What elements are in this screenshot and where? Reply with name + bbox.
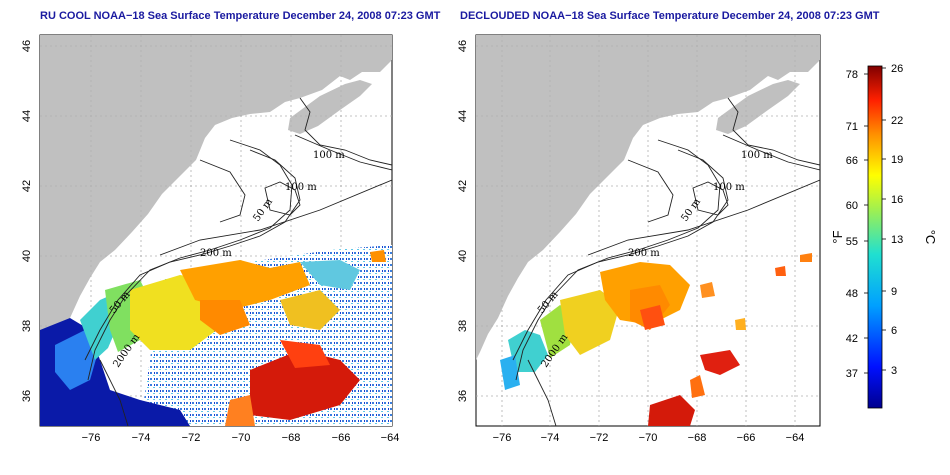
left-lat-tick: 44 <box>21 110 33 122</box>
right-contour-label-200m: 200 m <box>628 248 660 259</box>
right-map-title: DECLOUDED NOAA−18 Sea Surface Temperatur… <box>460 10 880 22</box>
right-lat-tick: 44 <box>457 110 469 122</box>
right-map: 100 m 100 m 50 m 200 m 50 m 2000 m −76 −… <box>457 34 821 444</box>
left-lat-tick: 40 <box>21 250 33 262</box>
right-lat-tick: 36 <box>457 390 469 402</box>
colorbar-c-tick: 22 <box>891 115 903 127</box>
left-contour-label-100m-b: 100 m <box>285 182 317 193</box>
right-lon-tick: −76 <box>493 432 512 444</box>
colorbar-f-tick: 42 <box>846 333 858 345</box>
right-lat-tick: 40 <box>457 250 469 262</box>
colorbar-c-tick: 26 <box>891 63 903 75</box>
left-nova-scotia <box>288 80 372 134</box>
left-lon-tick: −72 <box>182 432 201 444</box>
right-lon-tick: −70 <box>639 432 658 444</box>
colorbar: 78 71 66 60 55 48 42 37 26 22 19 16 13 9… <box>830 63 938 409</box>
colorbar-ticks <box>864 67 886 374</box>
colorbar-f-tick: 71 <box>846 121 858 133</box>
right-lat-tick: 38 <box>457 320 469 332</box>
colorbar-c-tick: 6 <box>891 325 897 337</box>
colorbar-c-tick: 13 <box>891 234 903 246</box>
left-lon-axis: −76 −74 −72 −70 −68 −66 −64 <box>82 432 400 444</box>
colorbar-c-tick: 16 <box>891 194 903 206</box>
right-lon-axis: −76 −74 −72 −70 −68 −66 −64 <box>493 432 805 444</box>
right-lon-tick: −64 <box>786 432 805 444</box>
left-lon-tick: −64 <box>381 432 400 444</box>
left-lat-tick: 38 <box>21 320 33 332</box>
left-lon-tick: −70 <box>232 432 251 444</box>
colorbar-f-tick: 37 <box>846 368 858 380</box>
colorbar-f-tick: 78 <box>846 69 858 81</box>
left-contour-label-100m-a: 100 m <box>313 150 345 161</box>
colorbar-f-tick: 48 <box>846 288 858 300</box>
left-lon-tick: −76 <box>82 432 101 444</box>
right-lat-axis: 46 44 42 40 38 36 <box>457 40 469 402</box>
right-contour-label-100m-a: 100 m <box>741 150 773 161</box>
left-sst-field <box>40 245 392 426</box>
left-map-title: RU COOL NOAA−18 Sea Surface Temperature … <box>40 10 441 22</box>
right-contours <box>512 97 820 426</box>
right-nova-scotia <box>716 80 800 134</box>
left-land <box>40 35 392 360</box>
left-lat-tick: 42 <box>21 180 33 192</box>
right-lat-tick: 42 <box>457 180 469 192</box>
left-contour-label-200m: 200 m <box>200 248 232 259</box>
colorbar-fahrenheit-unit: °F <box>830 230 845 243</box>
colorbar-f-tick: 55 <box>846 236 858 248</box>
right-lon-tick: −74 <box>541 432 560 444</box>
right-lon-tick: −68 <box>688 432 707 444</box>
colorbar-f-tick: 66 <box>846 155 858 167</box>
left-lat-axis: 46 44 42 40 38 36 <box>21 40 33 402</box>
right-lat-tick: 46 <box>457 40 469 52</box>
right-lon-tick: −72 <box>590 432 609 444</box>
left-lon-tick: −66 <box>332 432 351 444</box>
colorbar-f-tick: 60 <box>846 200 858 212</box>
left-lat-tick: 36 <box>21 390 33 402</box>
colorbar-c-tick: 19 <box>891 154 903 166</box>
left-contours <box>84 97 392 426</box>
colorbar-gradient <box>867 65 883 409</box>
colorbar-c-tick: 3 <box>891 365 897 377</box>
colorbar-celsius-unit: °C <box>923 230 938 245</box>
right-contour-label-100m-b: 100 m <box>713 182 745 193</box>
left-lon-tick: −74 <box>132 432 151 444</box>
right-lon-tick: −66 <box>737 432 756 444</box>
left-lat-tick: 46 <box>21 40 33 52</box>
left-map: 100 m 100 m 50 m 200 m 50 m 2000 m −76 −… <box>21 34 400 444</box>
colorbar-c-tick: 9 <box>891 286 897 298</box>
right-sst-field <box>500 253 812 426</box>
left-lon-tick: −68 <box>282 432 301 444</box>
